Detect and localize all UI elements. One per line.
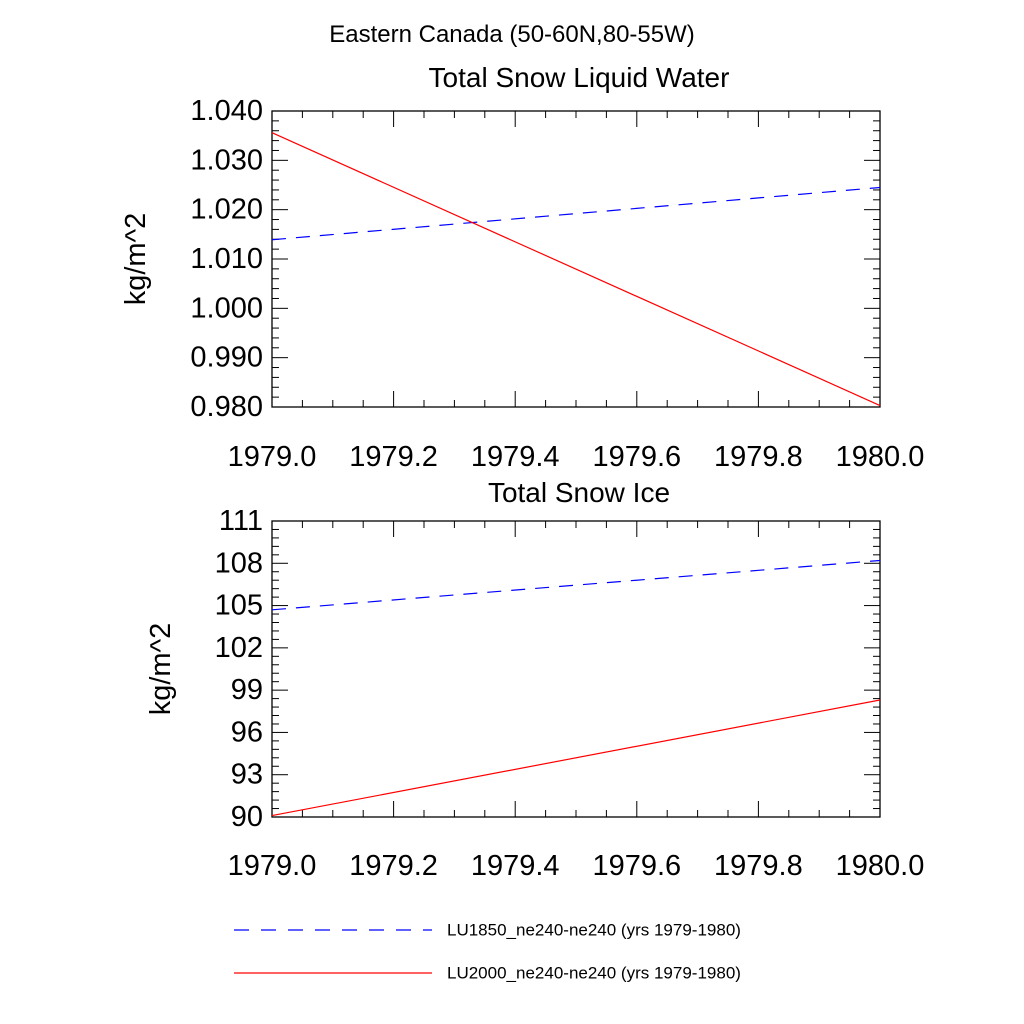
axis-ticks: [271, 110, 881, 408]
x-tick-label: 1979.8: [714, 441, 803, 473]
figure-title: Eastern Canada (50-60N,80-55W): [329, 21, 695, 48]
axis-ticks: [271, 520, 881, 818]
y-tick-label: 105: [215, 590, 263, 622]
legend-item: LU2000_ne240-ne240 (yrs 1979-1980): [234, 964, 741, 983]
y-axis-label: kg/m^2: [145, 623, 177, 716]
y-tick-label: 0.980: [190, 391, 263, 423]
chart-panel-2: Total Snow Ice kg/m^2 1979.0 1979.2 1979.4 19…: [145, 477, 924, 882]
x-tick-label: 1979.2: [349, 850, 438, 882]
y-tick-label: 102: [215, 632, 263, 664]
x-tick-label: 1979.4: [471, 441, 560, 473]
chart-panel-1: Total Snow Liquid Water kg/m^2 1979.0 1979.…: [120, 62, 924, 473]
x-tick-label: 1979.0: [228, 850, 317, 882]
y-tick-label: 1.020: [190, 194, 263, 226]
x-tick-label: 1979.4: [471, 850, 560, 882]
series-line-lu1850: [271, 559, 881, 611]
legend-label: LU2000_ne240-ne240 (yrs 1979-1980): [447, 964, 741, 983]
y-axis-label: kg/m^2: [120, 213, 152, 306]
y-tick-label: 0.990: [190, 342, 263, 374]
y-tick-label: 1.030: [190, 144, 263, 176]
series-line-lu2000: [271, 699, 881, 817]
series-line-lu2000: [271, 132, 881, 407]
legend: LU1850_ne240-ne240 (yrs 1979-1980) LU2000…: [234, 921, 741, 983]
y-tick-label: 90: [231, 801, 263, 833]
y-tick-label: 108: [215, 547, 263, 579]
x-tick-label: 1979.6: [592, 850, 681, 882]
legend-label: LU1850_ne240-ne240 (yrs 1979-1980): [447, 921, 741, 940]
chart-title: Total Snow Ice: [488, 477, 670, 508]
x-tick-label: 1979.2: [349, 441, 438, 473]
y-tick-label: 1.000: [190, 292, 263, 324]
y-tick-label: 93: [231, 759, 263, 791]
y-tick-label: 1.010: [190, 243, 263, 275]
x-tick-label: 1979.6: [592, 441, 681, 473]
y-tick-label: 99: [231, 674, 263, 706]
plot-frame: [271, 110, 881, 408]
y-tick-label: 1.040: [190, 95, 263, 127]
chart-title: Total Snow Liquid Water: [429, 62, 730, 93]
legend-item: LU1850_ne240-ne240 (yrs 1979-1980): [234, 921, 741, 940]
y-tick-label: 111: [219, 505, 263, 537]
x-tick-label: 1980.0: [836, 850, 925, 882]
y-tick-label: 96: [231, 716, 263, 748]
x-tick-label: 1980.0: [836, 441, 925, 473]
x-tick-label: 1979.0: [228, 441, 317, 473]
x-tick-label: 1979.8: [714, 850, 803, 882]
plot-frame: [271, 520, 881, 818]
series-line-lu1850: [271, 186, 881, 241]
